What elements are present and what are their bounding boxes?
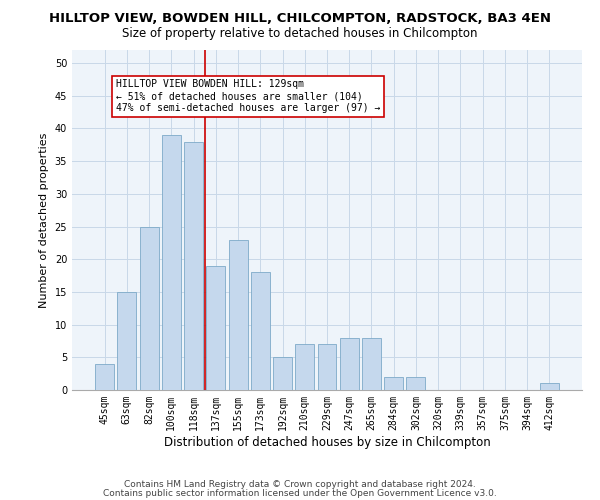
Bar — [384, 377, 403, 390]
X-axis label: Distribution of detached houses by size in Chilcompton: Distribution of detached houses by size … — [164, 436, 490, 448]
Text: Contains HM Land Registry data © Crown copyright and database right 2024.: Contains HM Land Registry data © Crown c… — [124, 480, 476, 489]
Text: Contains public sector information licensed under the Open Government Licence v3: Contains public sector information licen… — [103, 488, 497, 498]
Y-axis label: Number of detached properties: Number of detached properties — [39, 132, 49, 308]
Bar — [251, 272, 270, 390]
Bar — [140, 226, 158, 390]
Bar — [118, 292, 136, 390]
Bar — [95, 364, 114, 390]
Text: HILLTOP VIEW, BOWDEN HILL, CHILCOMPTON, RADSTOCK, BA3 4EN: HILLTOP VIEW, BOWDEN HILL, CHILCOMPTON, … — [49, 12, 551, 26]
Bar — [317, 344, 337, 390]
Bar — [540, 384, 559, 390]
Bar — [295, 344, 314, 390]
Bar — [229, 240, 248, 390]
Bar — [273, 358, 292, 390]
Bar — [184, 142, 203, 390]
Bar — [206, 266, 225, 390]
Bar — [340, 338, 359, 390]
Bar — [406, 377, 425, 390]
Text: HILLTOP VIEW BOWDEN HILL: 129sqm
← 51% of detached houses are smaller (104)
47% : HILLTOP VIEW BOWDEN HILL: 129sqm ← 51% o… — [116, 80, 380, 112]
Bar — [362, 338, 381, 390]
Text: Size of property relative to detached houses in Chilcompton: Size of property relative to detached ho… — [122, 28, 478, 40]
Bar — [162, 135, 181, 390]
